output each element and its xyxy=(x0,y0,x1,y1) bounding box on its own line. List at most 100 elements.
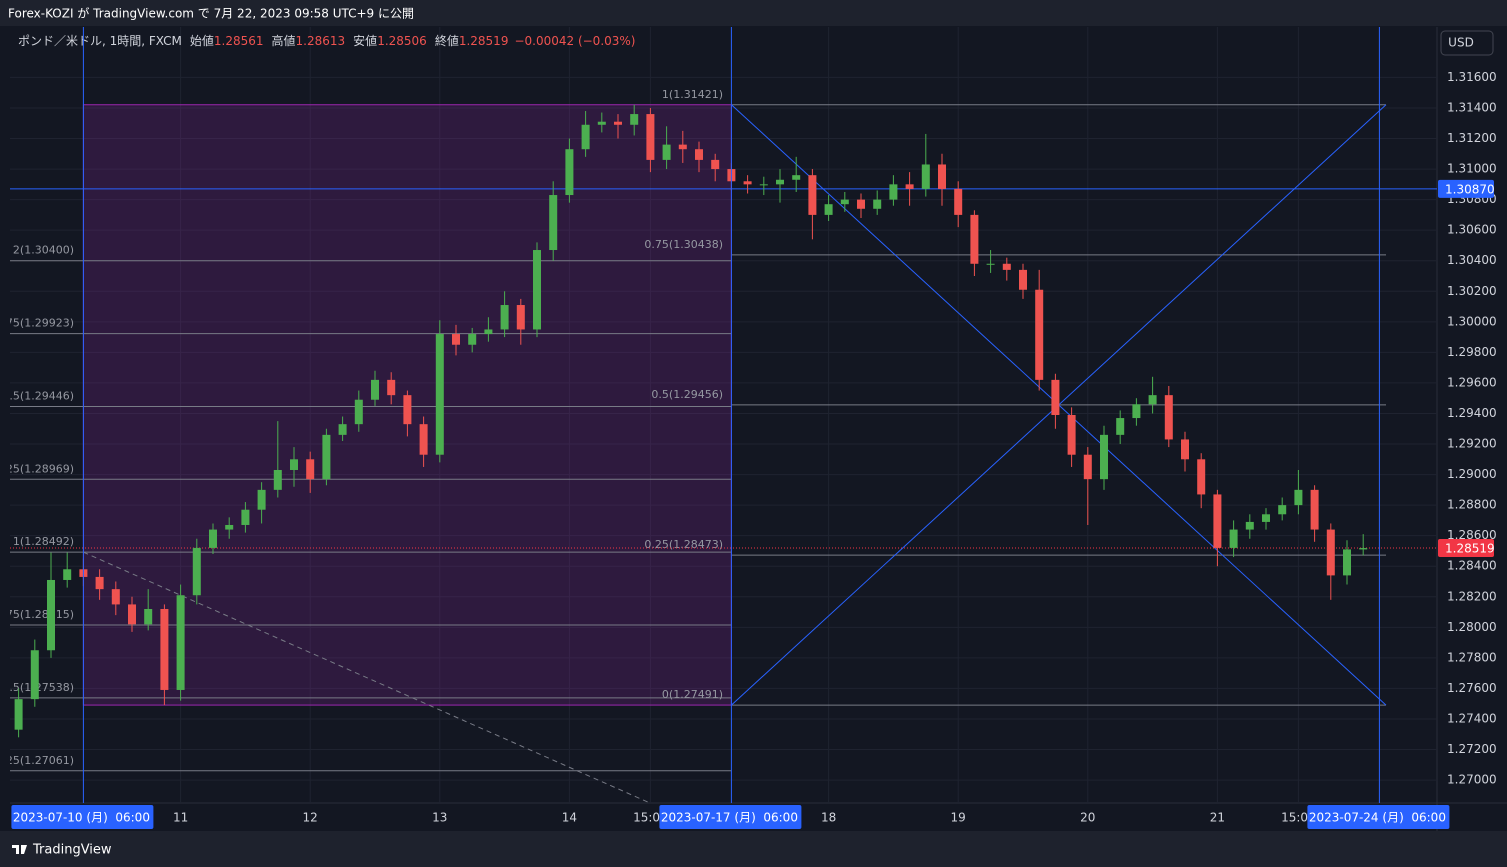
y-tick-label: 1.31600 xyxy=(1447,70,1497,84)
candle-body xyxy=(970,214,979,264)
x-tick-label: 18 xyxy=(821,811,836,825)
candle-body xyxy=(63,569,72,580)
x-tick-label: 12 xyxy=(303,811,318,825)
fib-label: 1.25(1.28969) xyxy=(0,462,74,475)
candle-body xyxy=(1067,415,1076,455)
brand: TradingView xyxy=(32,843,112,858)
price-tag-label: 1.28519 xyxy=(1445,542,1495,556)
fib-label: 1.75(1.29923) xyxy=(0,317,74,330)
candle-body xyxy=(1278,505,1287,515)
price-axis xyxy=(1437,27,1507,803)
currency-button[interactable] xyxy=(1440,30,1494,56)
candle-body xyxy=(484,329,493,335)
candle-body xyxy=(176,595,185,690)
fib-label: 0.5(1.27538) xyxy=(2,681,74,694)
y-tick-label: 1.28600 xyxy=(1447,528,1497,542)
y-tick-label: 1.29200 xyxy=(1447,437,1497,451)
y-tick-label: 1.27800 xyxy=(1447,650,1497,664)
candle-body xyxy=(1035,289,1044,380)
candle-body xyxy=(1148,395,1157,405)
x-tick-label: 20 xyxy=(1080,811,1095,825)
fib-label: 1(1.28492) xyxy=(13,535,74,548)
candle-body xyxy=(1343,549,1351,576)
candle-body xyxy=(452,334,460,345)
candle-body xyxy=(873,199,882,209)
y-tick-label: 1.27400 xyxy=(1447,711,1497,725)
candle-body xyxy=(1116,418,1125,435)
y-tick-label: 1.27600 xyxy=(1447,681,1497,695)
candle-body xyxy=(986,263,995,265)
candle-body xyxy=(371,379,379,400)
y-tick-label: 1.27200 xyxy=(1447,742,1497,756)
y-tick-label: 1.28800 xyxy=(1447,498,1497,512)
y-tick-label: 1.27000 xyxy=(1447,773,1497,787)
candle-body xyxy=(1083,454,1092,480)
candle-body xyxy=(225,524,234,530)
y-tick-label: 1.31200 xyxy=(1447,131,1497,145)
logo xyxy=(12,845,27,854)
candle-body xyxy=(1294,489,1303,506)
candle-body xyxy=(1019,269,1027,290)
fib-label: 1.5(1.29446) xyxy=(2,389,74,402)
candle-body xyxy=(1245,521,1254,530)
y-tick-label: 1.29000 xyxy=(1447,467,1497,481)
candle-body xyxy=(678,144,687,150)
candle-body xyxy=(1359,548,1368,550)
candle-body xyxy=(905,184,914,189)
legend-item: ポンド／米ドル, 1時間, FXCM xyxy=(18,34,182,48)
candle-body xyxy=(1164,395,1173,440)
legend-item: −0.00042 (−0.03%) xyxy=(514,34,635,48)
currency[interactable]: USD xyxy=(1448,36,1474,50)
candle-body xyxy=(338,424,347,435)
y-tick-label: 1.28000 xyxy=(1447,620,1497,634)
candle-body xyxy=(695,149,703,160)
candle-body xyxy=(1132,404,1141,419)
candle-body xyxy=(840,199,849,205)
y-tick-label: 1.29600 xyxy=(1447,375,1497,389)
candle-body xyxy=(614,121,622,125)
candle-body xyxy=(160,609,169,690)
candle-body xyxy=(549,195,558,251)
candle-body xyxy=(662,144,671,160)
x-tick-highlight xyxy=(11,805,154,829)
x-tick-highlight xyxy=(659,805,802,829)
x-tick-label: 2023-07-10 (月) 06:00 xyxy=(13,811,150,825)
candle-body xyxy=(1213,494,1222,548)
y-tick-label: 1.30000 xyxy=(1447,314,1497,328)
fib-label: 0.75(1.28015) xyxy=(0,608,74,621)
candle-body xyxy=(111,589,120,605)
x-tick-highlight xyxy=(1307,805,1450,829)
candle-body xyxy=(95,576,104,590)
candle-body xyxy=(387,379,396,396)
x-tick-label: 21 xyxy=(1210,811,1225,825)
x-tick-label: 2023-07-24 (月) 06:00 xyxy=(1309,811,1446,825)
y-tick-label: 1.30200 xyxy=(1447,284,1497,298)
price-tag-label: 1.30870 xyxy=(1445,182,1495,196)
fib-label: 0(1.27491) xyxy=(662,688,723,701)
candle-body xyxy=(144,609,153,625)
candle-body xyxy=(954,188,963,215)
x-tick-label: 2023-07-17 (月) 06:00 xyxy=(661,811,798,825)
publish-note: Forex-KOZI が TradingView.com で 7月 22, 20… xyxy=(8,6,414,21)
x-tick-label: 14 xyxy=(562,811,577,825)
candle-body xyxy=(1229,529,1238,548)
y-tick-label: 1.30400 xyxy=(1447,253,1497,267)
candle-body xyxy=(322,434,331,480)
x-tick-label: 13 xyxy=(432,811,447,825)
candle-body xyxy=(435,334,444,455)
x-tick-label: 19 xyxy=(951,811,966,825)
y-tick-label: 1.28400 xyxy=(1447,559,1497,573)
candle-body xyxy=(14,699,23,730)
candle-body xyxy=(354,399,363,425)
candle-body xyxy=(646,114,655,160)
candle-body xyxy=(192,547,201,596)
y-tick-label: 1.31000 xyxy=(1447,162,1497,176)
x-tick-label: 15:00 xyxy=(1281,811,1316,825)
fib-label: 0.5(1.29456) xyxy=(651,388,723,401)
candle-body xyxy=(1100,434,1108,480)
candle-body xyxy=(128,604,136,625)
candle-body xyxy=(1326,529,1335,576)
candle-body xyxy=(468,334,477,345)
